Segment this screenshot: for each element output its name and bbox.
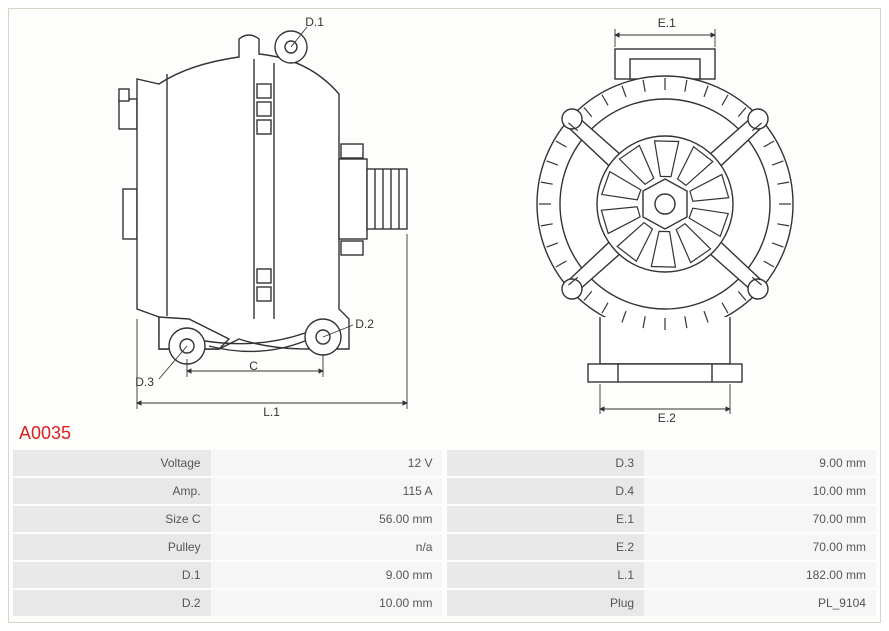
spec-label: E.2 [447,534,645,560]
spec-table: Voltage12 VAmp.115 ASize C56.00 mmPulley… [9,450,880,622]
spec-row: Amp.115 A [13,478,443,504]
label-d2: D.2 [355,317,374,331]
spec-label: Size C [13,506,211,532]
label-d3: D.3 [135,375,154,389]
spec-value: 115 A [211,478,443,504]
spec-value: 12 V [211,450,443,476]
side-view-diagram: D.1 D.2 D.3 C L.1 [59,19,439,419]
spec-value: 10.00 mm [211,590,443,616]
spec-label: Pulley [13,534,211,560]
spec-column-left: Voltage12 VAmp.115 ASize C56.00 mmPulley… [13,450,443,618]
spec-row: Pulleyn/a [13,534,443,560]
spec-value: 70.00 mm [644,506,876,532]
spec-value: PL_9104 [644,590,876,616]
spec-row: PlugPL_9104 [447,590,877,616]
spec-row: D.210.00 mm [13,590,443,616]
spec-label: E.1 [447,506,645,532]
label-d1: D.1 [305,15,324,29]
spec-label: Voltage [13,450,211,476]
spec-label: L.1 [447,562,645,588]
spec-row: D.39.00 mm [447,450,877,476]
label-c: C [249,359,258,373]
spec-label: D.4 [447,478,645,504]
spec-value: 9.00 mm [644,450,876,476]
spec-value: n/a [211,534,443,560]
spec-row: Voltage12 V [13,450,443,476]
label-e2: E.2 [658,411,676,425]
label-e1: E.1 [658,16,676,30]
spec-column-right: D.39.00 mmD.410.00 mmE.170.00 mmE.270.00… [447,450,877,618]
spec-label: Amp. [13,478,211,504]
spec-value: 70.00 mm [644,534,876,560]
spec-row: L.1182.00 mm [447,562,877,588]
label-l1: L.1 [263,405,280,419]
spec-row: Size C56.00 mm [13,506,443,532]
spec-label: Plug [447,590,645,616]
part-code: A0035 [9,419,880,450]
spec-row: E.270.00 mm [447,534,877,560]
spec-value: 10.00 mm [644,478,876,504]
spec-label: D.2 [13,590,211,616]
spec-label: D.3 [447,450,645,476]
spec-row: E.170.00 mm [447,506,877,532]
spec-sheet: D.1 D.2 D.3 C L.1 [8,8,881,623]
front-view-diagram: E.1 E.2 [500,19,830,419]
spec-value: 182.00 mm [644,562,876,588]
spec-row: D.410.00 mm [447,478,877,504]
spec-label: D.1 [13,562,211,588]
diagram-area: D.1 D.2 D.3 C L.1 [9,9,880,419]
spec-value: 9.00 mm [211,562,443,588]
spec-row: D.19.00 mm [13,562,443,588]
spec-value: 56.00 mm [211,506,443,532]
